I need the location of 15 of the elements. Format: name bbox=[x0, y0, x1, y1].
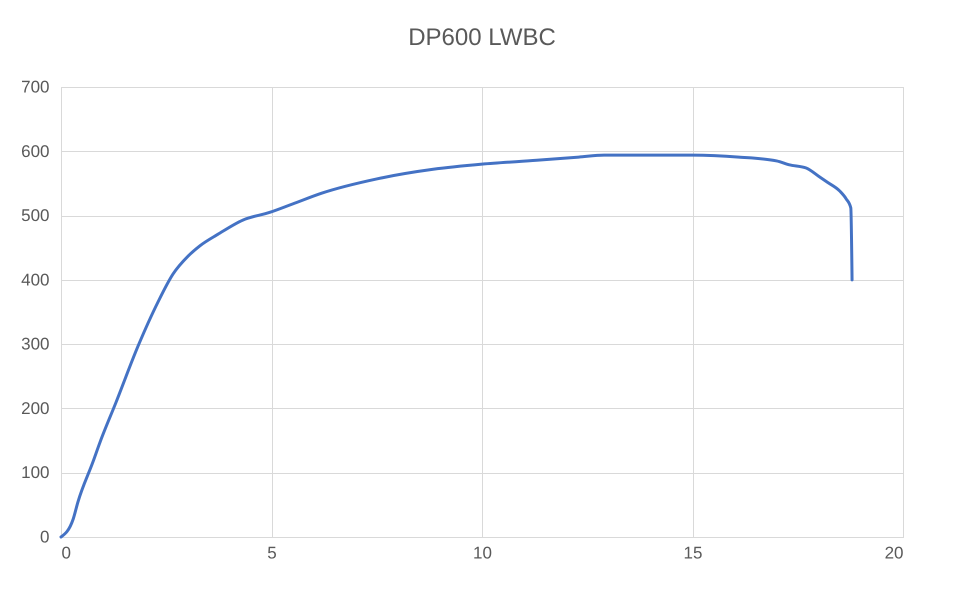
line-series bbox=[60, 154, 854, 538]
x-tick-label: 15 bbox=[684, 544, 702, 562]
x-tick-label: 20 bbox=[884, 544, 904, 562]
y-tick-label: 200 bbox=[21, 398, 50, 418]
y-tick-label: 500 bbox=[21, 206, 50, 226]
x-tick-label: 5 bbox=[267, 544, 277, 562]
x-tick-label: 0 bbox=[62, 544, 71, 562]
y-tick-label: 300 bbox=[21, 334, 50, 354]
chart-title: DP600 LWBC bbox=[408, 24, 556, 51]
y-tick-label: 600 bbox=[21, 142, 50, 161]
y-tick-label: 700 bbox=[21, 78, 50, 96]
y-tick-label: 100 bbox=[21, 463, 50, 482]
x-tick-label: 10 bbox=[473, 544, 492, 562]
y-tick-label: 0 bbox=[40, 528, 50, 546]
y-tick-label: 400 bbox=[21, 270, 50, 290]
